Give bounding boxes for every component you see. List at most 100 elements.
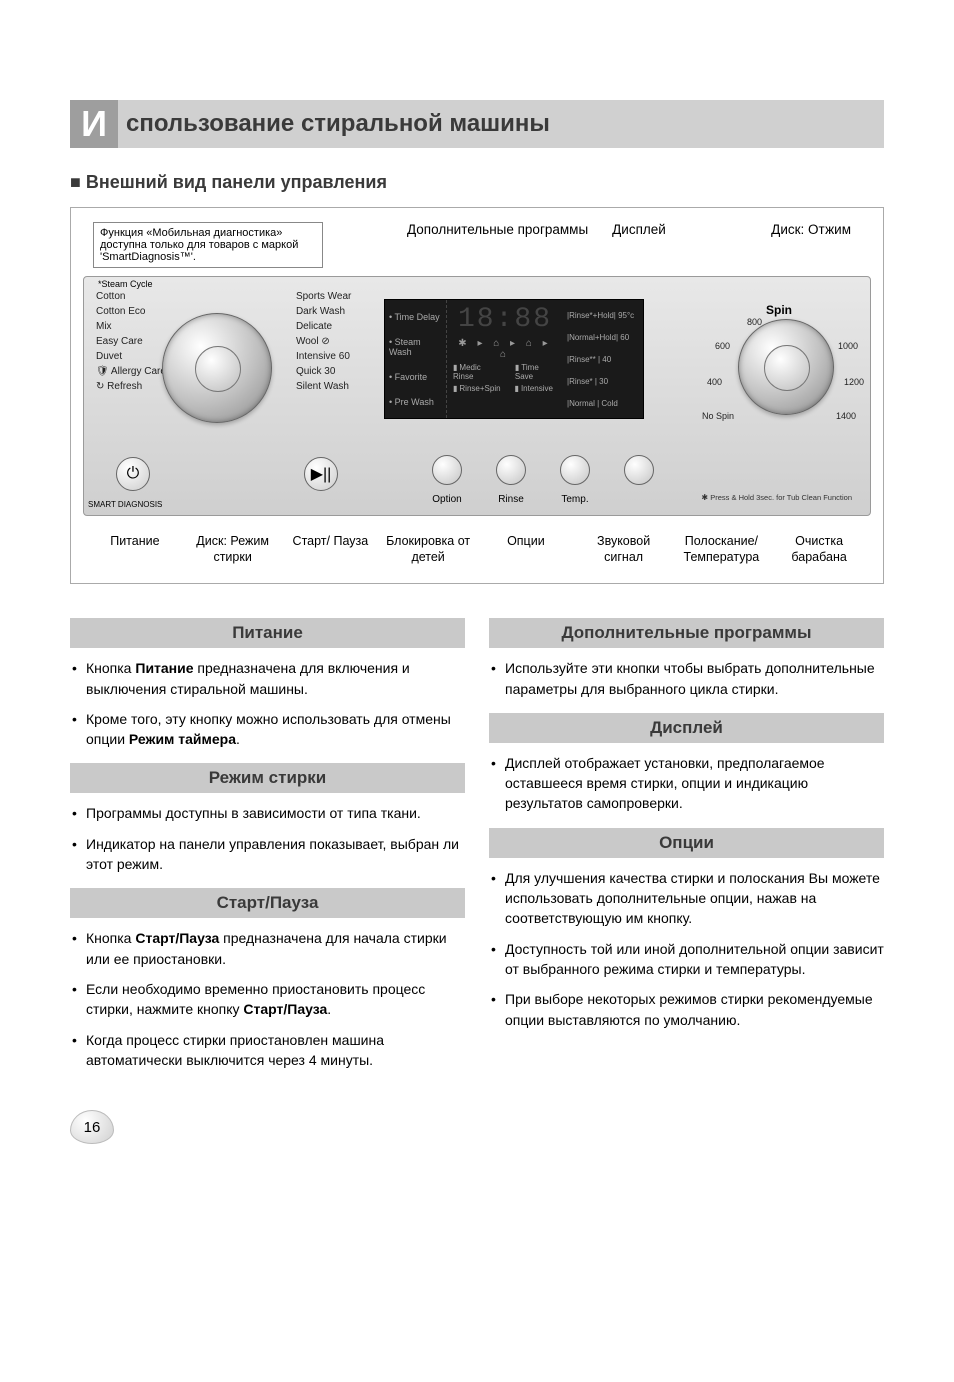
cb-4: Опции	[480, 534, 572, 565]
lcd-l-2: Favorite	[389, 372, 442, 382]
section-item: Кнопка Питание предназначена для включен…	[72, 658, 465, 699]
prog-l-4: Duvet	[96, 351, 166, 362]
cb-2: Старт/ Пауза	[285, 534, 377, 565]
prog-r-6: Silent Wash	[296, 381, 351, 392]
steam-cycle-label: *Steam Cycle	[98, 279, 153, 289]
section-item: Дисплей отображает установки, предполага…	[491, 753, 884, 814]
section-heading: Дисплей	[489, 713, 884, 743]
device-panel: *Steam Cycle Cotton Cotton Eco Mix Easy …	[83, 276, 871, 516]
section-item: Для улучшения качества стирки и полоскан…	[491, 868, 884, 929]
lcd-r2-1: Intensive	[515, 384, 553, 393]
section-heading: Дополнительные программы	[489, 618, 884, 648]
section-list: Кнопка Питание предназначена для включен…	[70, 658, 465, 749]
top-callouts: Функция «Мобильная диагностика» доступна…	[83, 222, 871, 268]
lcd-mid: 18:88 ✱ ▸ ⌂ ▸ ⌂ ▸ ⌂ Medic Rinse Time Sav…	[447, 300, 563, 418]
sections: Питание Кнопка Питание предназначена для …	[70, 604, 884, 1080]
lcd-time: 18:88	[453, 304, 557, 335]
lcd-display: Time Delay Steam Wash Favorite Pre Wash …	[384, 299, 644, 419]
section-heading: Режим стирки	[70, 763, 465, 793]
callout-display: Дисплей	[612, 222, 666, 268]
prog-r-4: Intensive 60	[296, 351, 351, 362]
prog-l-2: Mix	[96, 321, 166, 332]
lcd-l-1: Steam Wash	[389, 337, 442, 357]
section-item: Программы доступны в зависимости от типа…	[72, 803, 465, 823]
section-heading: Старт/Пауза	[70, 888, 465, 918]
section-list: Используйте эти кнопки чтобы выбрать доп…	[489, 658, 884, 699]
spin-1000: 1000	[838, 341, 858, 351]
section-item: Если необходимо временно приостановить п…	[72, 979, 465, 1020]
lcd-rr-4: |Normal | Cold	[567, 399, 639, 408]
prog-r-5: Quick 30	[296, 366, 351, 377]
section-item: Кнопка Старт/Пауза предназначена для нач…	[72, 928, 465, 969]
lcd-rr-0: |Rinse*+Hold| 95°c	[567, 311, 639, 320]
lcd-left-column: Time Delay Steam Wash Favorite Pre Wash	[385, 300, 447, 418]
spin-1200: 1200	[844, 377, 864, 387]
lcd-r1-0: Medic Rinse	[453, 363, 501, 381]
cb-1: Диск: Режим стирки	[187, 534, 279, 565]
prog-r-1: Dark Wash	[296, 306, 351, 317]
rinse-knob	[496, 455, 526, 485]
sections-left: Питание Кнопка Питание предназначена для …	[70, 604, 465, 1080]
spin-800: 800	[747, 317, 762, 327]
lcd-row-1: Medic Rinse Time Save	[453, 363, 557, 381]
program-col-right: Sports Wear Dark Wash Delicate Wool ⊘ In…	[296, 291, 351, 392]
callout-spin-dial: Диск: Отжим	[771, 222, 851, 268]
cb-7: Очистка барабана	[773, 534, 865, 565]
prog-r-2: Delicate	[296, 321, 351, 332]
control-panel-diagram: Функция «Мобильная диагностика» доступна…	[70, 207, 884, 584]
cb-6: Полоскание/ Температура	[676, 534, 768, 565]
sections-right: Дополнительные программы Используйте эти …	[489, 604, 884, 1080]
prog-l-5: 🛡 Allergy Care	[96, 366, 166, 377]
bottom-callouts: Питание Диск: Режим стирки Старт/ Пауза …	[83, 516, 871, 565]
power-button: ⏻	[116, 457, 150, 491]
lcd-rr-3: |Rinse* | 30	[567, 377, 639, 386]
play-pause-icon: ▶||	[311, 464, 332, 484]
option-knob	[432, 455, 462, 485]
smart-diagnosis-icon: SMART DIAGNOSIS	[88, 501, 162, 509]
section-list: Программы доступны в зависимости от типа…	[70, 803, 465, 874]
lcd-r2-0: Rinse+Spin	[453, 384, 501, 393]
section-list: Дисплей отображает установки, предполага…	[489, 753, 884, 814]
cb-5: Звуковой сигнал	[578, 534, 670, 565]
spin-no: No Spin	[702, 411, 734, 421]
lcd-stage-icons: ✱ ▸ ⌂ ▸ ⌂ ▸ ⌂	[453, 338, 557, 360]
prog-r-0: Sports Wear	[296, 291, 351, 302]
tub-knob	[624, 455, 654, 485]
subheading: Внешний вид панели управления	[70, 172, 884, 193]
prog-l-3: Easy Care	[96, 336, 166, 347]
prog-l-1: Cotton Eco	[96, 306, 166, 317]
diagnosis-note: Функция «Мобильная диагностика» доступна…	[93, 222, 323, 268]
page-title: спользование стиральной машины	[118, 100, 884, 148]
section-item: Используйте эти кнопки чтобы выбрать доп…	[491, 658, 884, 699]
option-label: Option	[424, 494, 470, 505]
page-title-bar: И спользование стиральной машины	[70, 100, 884, 148]
temp-knob	[560, 455, 590, 485]
temp-label: Temp.	[552, 494, 598, 505]
section-item: Индикатор на панели управления показывае…	[72, 834, 465, 875]
section-item: Кроме того, эту кнопку можно использоват…	[72, 709, 465, 750]
spin-1400: 1400	[836, 411, 856, 421]
cb-3: Блокировка от детей	[382, 534, 474, 565]
lcd-l-0: Time Delay	[389, 312, 442, 322]
start-pause-button: ▶||	[304, 457, 338, 491]
section-list: Кнопка Старт/Пауза предназначена для нач…	[70, 928, 465, 1070]
prog-r-3: Wool ⊘	[296, 336, 351, 347]
spin-title: Spin	[766, 303, 792, 317]
section-heading: Питание	[70, 618, 465, 648]
spin-600: 600	[715, 341, 730, 351]
section-item: Когда процесс стирки приостановлен машин…	[72, 1030, 465, 1071]
power-icon: ⏻	[127, 465, 140, 483]
prog-l-0: Cotton	[96, 291, 166, 302]
spin-400: 400	[707, 377, 722, 387]
section-heading: Опции	[489, 828, 884, 858]
tub-clean-note: Press & Hold 3sec. for Tub Clean Functio…	[701, 494, 852, 503]
lcd-l-3: Pre Wash	[389, 397, 442, 407]
lcd-rr-2: |Rinse** | 40	[567, 355, 639, 364]
spin-dial	[738, 319, 834, 415]
section-item: При выборе некоторых режимов стирки реко…	[491, 989, 884, 1030]
cb-0: Питание	[89, 534, 181, 565]
section-item: Доступность той или иной дополнительной …	[491, 939, 884, 980]
title-initial: И	[70, 100, 118, 148]
program-dial	[162, 313, 272, 423]
lcd-rr-1: |Normal+Hold| 60	[567, 333, 639, 342]
